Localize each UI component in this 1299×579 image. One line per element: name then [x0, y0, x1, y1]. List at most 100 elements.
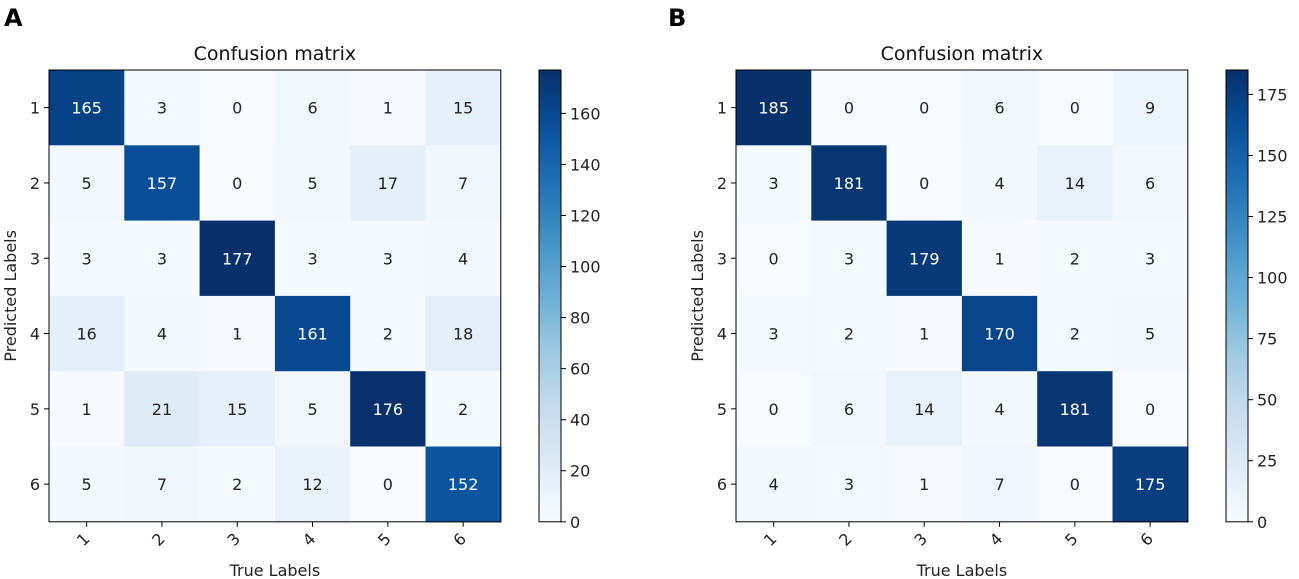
heatmap-cell [274, 446, 351, 523]
cell-value-label: 165 [71, 99, 102, 118]
y-tick-label: 1 [717, 99, 727, 118]
heatmap-cell [1112, 371, 1189, 448]
cell-value-label: 1 [919, 325, 929, 344]
cell-value-label: 15 [453, 99, 473, 118]
cell-value-label: 157 [147, 174, 178, 193]
cell-value-label: 5 [82, 475, 92, 494]
cell-value-label: 1 [994, 249, 1004, 268]
cell-value-label: 152 [448, 475, 479, 494]
y-tick-label: 6 [30, 475, 40, 494]
heatmap-cell [124, 295, 201, 372]
cell-value-label: 3 [844, 249, 854, 268]
colorbar-tick-label: 175 [1257, 85, 1288, 104]
heatmap-cell [49, 371, 125, 448]
colorbar-tick-label: 0 [570, 513, 580, 532]
heatmap-cell [274, 371, 351, 448]
colorbar [538, 69, 562, 523]
cell-value-label: 1 [919, 475, 929, 494]
heatmap-cell [425, 220, 502, 297]
heatmap-cell [736, 371, 812, 448]
heatmap-cell [350, 70, 427, 146]
cell-value-label: 181 [1060, 400, 1091, 419]
cell-value-label: 3 [844, 475, 854, 494]
colorbar-tick-label: 20 [570, 462, 590, 481]
cell-value-label: 3 [383, 249, 393, 268]
heatmap-cell [350, 371, 427, 448]
cell-value-label: 14 [1065, 174, 1085, 193]
heatmap-cell [425, 70, 502, 146]
heatmap-cell [736, 220, 812, 297]
x-tick-label: 3 [910, 529, 931, 550]
cell-value-label: 3 [307, 249, 317, 268]
colorbar-tick-label: 40 [570, 411, 590, 430]
panel-label: B [668, 4, 686, 32]
heatmap-cell [736, 446, 812, 523]
heatmap-cell [811, 295, 888, 372]
heatmap-cell [1112, 220, 1189, 297]
heatmap-cell [49, 70, 125, 146]
cell-value-label: 4 [994, 400, 1004, 419]
y-tick-label: 2 [30, 174, 40, 193]
heatmap-cell [1037, 145, 1114, 222]
heatmap-cell [350, 220, 427, 297]
colorbar-tick-label: 25 [1257, 452, 1277, 471]
y-axis-label: Predicted Labels [1, 230, 20, 362]
heatmap-cell [736, 295, 812, 372]
heatmap-cell [736, 145, 812, 222]
cell-value-label: 179 [909, 249, 940, 268]
heatmap-cell [1037, 371, 1114, 448]
colorbar-tick-label: 80 [570, 309, 590, 328]
cell-value-label: 0 [232, 99, 242, 118]
cell-value-label: 2 [383, 325, 393, 344]
heatmap-cell [811, 371, 888, 448]
heatmap-cell [49, 220, 125, 297]
colorbar-tick-label: 75 [1257, 330, 1277, 349]
y-axis-label: Predicted Labels [688, 230, 707, 362]
heatmap-cell [49, 446, 125, 523]
x-axis-label: True Labels [229, 561, 321, 579]
heatmap-cell [274, 295, 351, 372]
x-tick-label: 6 [1136, 529, 1157, 550]
heatmap-cell [1112, 70, 1189, 146]
y-tick-label: 4 [30, 325, 40, 344]
heatmap-cell [199, 295, 276, 372]
heatmap-cell [1112, 295, 1189, 372]
cell-value-label: 161 [297, 325, 328, 344]
heatmap-cell [350, 446, 427, 523]
cell-value-label: 0 [919, 174, 929, 193]
cell-value-label: 2 [232, 475, 242, 494]
cell-value-label: 14 [914, 400, 934, 419]
colorbar-tick-label: 125 [1257, 208, 1288, 227]
heatmap-cell [1037, 446, 1114, 523]
cell-value-label: 0 [1070, 475, 1080, 494]
heatmap-cell [811, 70, 888, 146]
heatmap-cell [811, 220, 888, 297]
cell-value-label: 4 [458, 249, 468, 268]
heatmap-cell [425, 446, 502, 523]
heatmap-cell [886, 446, 963, 523]
heatmap-cell [199, 145, 276, 222]
chart-title: Confusion matrix [881, 43, 1043, 65]
cell-value-label: 0 [769, 400, 779, 419]
x-tick-label: 5 [1061, 529, 1082, 550]
colorbar-tick-label: 140 [570, 155, 601, 174]
heatmap-cell [886, 220, 963, 297]
cell-value-label: 0 [919, 99, 929, 118]
heatmap-cell [199, 446, 276, 523]
cell-value-label: 3 [157, 99, 167, 118]
cell-value-label: 9 [1145, 99, 1155, 118]
plot-frame [735, 69, 1189, 523]
heatmap-cell [1037, 220, 1114, 297]
x-tick-label: 6 [449, 529, 470, 550]
cell-value-label: 12 [302, 475, 322, 494]
heatmap-cell [425, 145, 502, 222]
cell-value-label: 21 [152, 400, 172, 419]
cell-value-label: 3 [157, 249, 167, 268]
heatmap-cell [1112, 145, 1189, 222]
x-tick-label: 3 [223, 529, 244, 550]
cell-value-label: 0 [769, 249, 779, 268]
cell-value-label: 2 [1070, 249, 1080, 268]
y-tick-label: 5 [717, 400, 727, 419]
x-tick-label: 4 [986, 529, 1007, 550]
